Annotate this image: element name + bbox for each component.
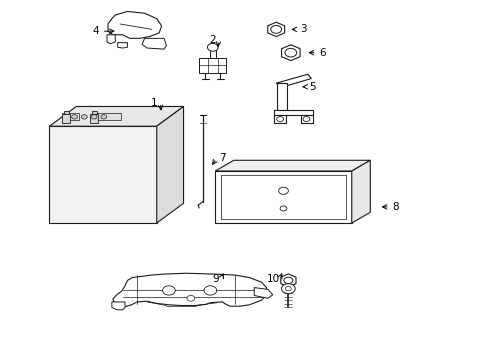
- Polygon shape: [280, 274, 295, 287]
- Polygon shape: [267, 22, 284, 37]
- Text: 7: 7: [219, 153, 225, 163]
- Polygon shape: [94, 113, 121, 120]
- Polygon shape: [199, 58, 226, 73]
- Circle shape: [186, 296, 194, 301]
- Polygon shape: [215, 171, 351, 176]
- Circle shape: [285, 48, 296, 57]
- Polygon shape: [157, 107, 183, 223]
- Circle shape: [91, 115, 97, 119]
- Circle shape: [207, 43, 218, 51]
- Polygon shape: [276, 74, 311, 87]
- Polygon shape: [113, 273, 266, 306]
- Polygon shape: [108, 12, 161, 39]
- Text: 8: 8: [391, 202, 398, 212]
- Polygon shape: [49, 107, 183, 126]
- Circle shape: [72, 115, 77, 119]
- Polygon shape: [254, 288, 272, 298]
- Text: 6: 6: [319, 48, 325, 58]
- Polygon shape: [273, 116, 285, 123]
- Polygon shape: [215, 171, 351, 223]
- Text: 1: 1: [151, 98, 157, 108]
- Circle shape: [281, 284, 295, 294]
- Polygon shape: [118, 42, 127, 48]
- Circle shape: [285, 287, 291, 291]
- Polygon shape: [112, 302, 125, 310]
- Polygon shape: [277, 83, 286, 110]
- Circle shape: [278, 187, 288, 194]
- Circle shape: [162, 286, 175, 295]
- Text: 9: 9: [211, 274, 218, 284]
- Polygon shape: [142, 39, 166, 49]
- Circle shape: [280, 206, 286, 211]
- Text: 5: 5: [309, 82, 315, 92]
- Bar: [91, 111, 96, 114]
- Polygon shape: [62, 113, 79, 120]
- Polygon shape: [49, 126, 157, 223]
- Circle shape: [276, 117, 283, 122]
- Polygon shape: [215, 160, 369, 171]
- Circle shape: [270, 26, 281, 33]
- Polygon shape: [273, 110, 312, 116]
- Text: 3: 3: [299, 24, 305, 35]
- Text: 4: 4: [92, 26, 99, 36]
- Bar: [64, 111, 69, 114]
- Polygon shape: [300, 116, 312, 123]
- Bar: [62, 114, 70, 123]
- Circle shape: [81, 115, 87, 119]
- Bar: [90, 114, 98, 123]
- Polygon shape: [351, 160, 369, 223]
- Circle shape: [303, 117, 309, 122]
- Polygon shape: [107, 35, 115, 44]
- Polygon shape: [281, 45, 300, 60]
- Circle shape: [203, 286, 216, 295]
- Bar: [209, 50, 215, 58]
- Text: 10: 10: [266, 274, 280, 284]
- Text: 2: 2: [209, 35, 216, 45]
- Circle shape: [101, 115, 106, 119]
- Circle shape: [284, 277, 292, 284]
